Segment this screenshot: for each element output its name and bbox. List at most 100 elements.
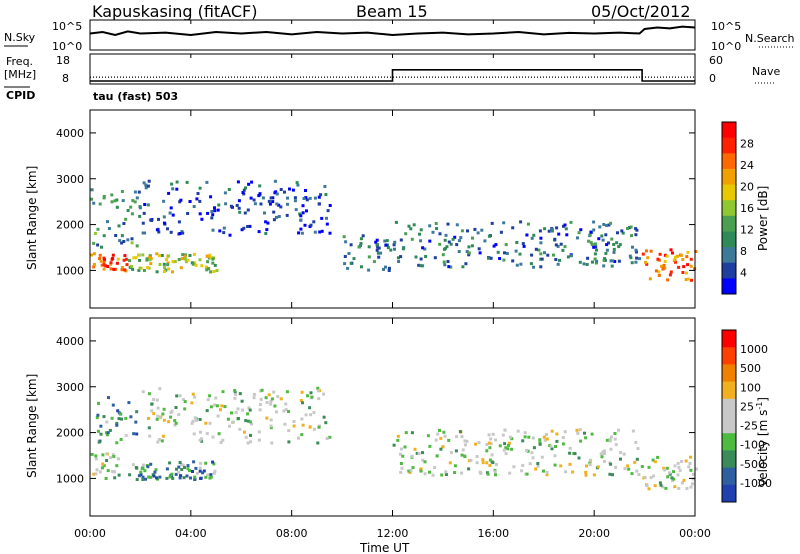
power-echo-cell — [577, 231, 581, 235]
velocity-echo-cell — [173, 423, 177, 427]
power-echo-cell — [421, 246, 425, 250]
power-echo-cell — [241, 191, 245, 194]
power-echo-cell — [135, 244, 139, 248]
velocity-echo-cell — [128, 473, 132, 477]
power-echo-cell — [111, 253, 115, 257]
power-echo-cell — [492, 244, 496, 248]
power-echo-cell — [648, 277, 652, 281]
power-echo-cell — [249, 196, 253, 200]
velocity-echo-cell — [658, 481, 662, 485]
power-echo-cell — [537, 248, 541, 252]
velocity-echo-cell — [536, 464, 540, 468]
velocity-echo-cell — [510, 447, 514, 451]
power-echo-cell — [649, 249, 653, 253]
velocity-echo-cell — [170, 472, 174, 476]
power-colorbar-swatch — [722, 200, 736, 217]
velocity-echo-cell — [396, 438, 400, 442]
velocity-echo-cell — [309, 391, 313, 395]
power-echo-cell — [92, 201, 96, 205]
power-echo-cell — [210, 216, 214, 220]
power-echo-cell — [602, 223, 606, 226]
power-echo-cell — [109, 261, 113, 265]
power-echo-cell — [246, 225, 250, 228]
velocity-echo-cell — [627, 467, 631, 471]
velocity-echo-cell — [175, 394, 179, 398]
power-echo-cell — [317, 202, 321, 206]
noise-panel: N.Sky 10^5 10^0 10^5 10^0 N.Search — [4, 19, 795, 53]
power-echo-cell — [211, 228, 215, 232]
power-echo-cell — [130, 212, 134, 216]
power-echo-cell — [177, 220, 181, 224]
velocity-echo-cell — [202, 469, 206, 473]
velocity-echo-cell — [411, 466, 415, 470]
power-echo-cell — [170, 182, 174, 186]
power-echo-cell — [277, 203, 281, 207]
velocity-echo-cell — [609, 435, 613, 439]
power-echo-cell — [519, 220, 523, 224]
power-echo-cell — [434, 222, 438, 225]
power-echo-cell — [92, 241, 96, 245]
power-echo-cell — [238, 210, 242, 214]
velocity-echo-cell — [656, 455, 660, 459]
velocity-echo-cell — [141, 475, 145, 479]
velocity-echo-cell — [308, 406, 312, 410]
power-echo-cell — [155, 270, 159, 274]
power-echo-cell — [352, 257, 356, 261]
velocity-echo-cell — [135, 410, 139, 414]
velocity-echo-cell — [104, 477, 108, 480]
velocity-echo-cell — [204, 421, 208, 425]
velocity-echo-cell — [501, 433, 505, 437]
power-echo-cell — [686, 263, 690, 267]
velocity-echo-cell — [421, 458, 425, 462]
power-echo-cell — [467, 245, 471, 249]
velocity-echo-cell — [250, 422, 254, 426]
velocity-echo-cell — [516, 429, 520, 433]
power-echo-cell — [620, 229, 624, 233]
power-echo-cell — [694, 250, 698, 253]
velocity-echo-cell — [545, 433, 548, 436]
velocity-echo-cell — [428, 470, 431, 474]
velocity-echo-cell — [666, 475, 670, 479]
velocity-echo-cell — [269, 424, 273, 428]
velocity-echo-cell — [124, 434, 128, 437]
power-echo-cell — [137, 253, 140, 257]
power-echo-cell — [377, 246, 381, 250]
velocity-echo-cell — [201, 471, 205, 475]
velocity-echo-cell — [564, 470, 568, 474]
power-echo-cell — [349, 261, 353, 265]
velocity-echo-cell — [301, 423, 305, 427]
power-echo-cell — [198, 258, 202, 262]
velocity-echo-cell — [198, 466, 202, 470]
power-echo-cell — [686, 250, 690, 254]
velocity-echo-cell — [97, 401, 100, 405]
velocity-echo-cell — [481, 461, 485, 465]
power-echo-cell — [657, 273, 661, 277]
velocity-echo-cell — [183, 400, 187, 404]
velocity-panel: 1000 2000 3000 4000 Slant Range [km] 1000 50… — [25, 317, 772, 517]
date-label: 05/Oct/2012 — [591, 2, 691, 21]
velocity-echo-cell — [486, 472, 490, 476]
power-echo-cell — [200, 264, 204, 268]
power-echo-cell — [118, 239, 122, 243]
power-echo-cell — [646, 256, 650, 260]
velocity-echo-cell — [156, 440, 160, 444]
velocity-y-tick-label: 3000 — [56, 381, 84, 394]
velocity-echo-cell — [246, 412, 249, 416]
velocity-echo-cell — [322, 415, 326, 419]
power-echo-cell — [467, 253, 471, 257]
velocity-echo-cell — [208, 421, 212, 425]
power-echo-cell — [593, 252, 597, 256]
velocity-echo-cell — [238, 427, 242, 431]
velocity-echo-cell — [455, 435, 459, 439]
x-axis: 00:00 04:00 08:00 12:00 16:00 20:00 00:00 — [74, 20, 711, 540]
power-echo-cell — [604, 233, 608, 237]
velocity-echo-cell — [267, 393, 271, 397]
velocity-echo-cell — [147, 392, 151, 396]
power-echo-cell — [122, 222, 126, 225]
velocity-echo-cell — [284, 402, 288, 406]
power-echo-cell — [657, 270, 661, 274]
velocity-echo-cell — [269, 418, 273, 422]
power-echo-cell — [605, 243, 609, 247]
power-echo-cell — [286, 196, 289, 200]
power-echo-cell — [205, 268, 209, 272]
